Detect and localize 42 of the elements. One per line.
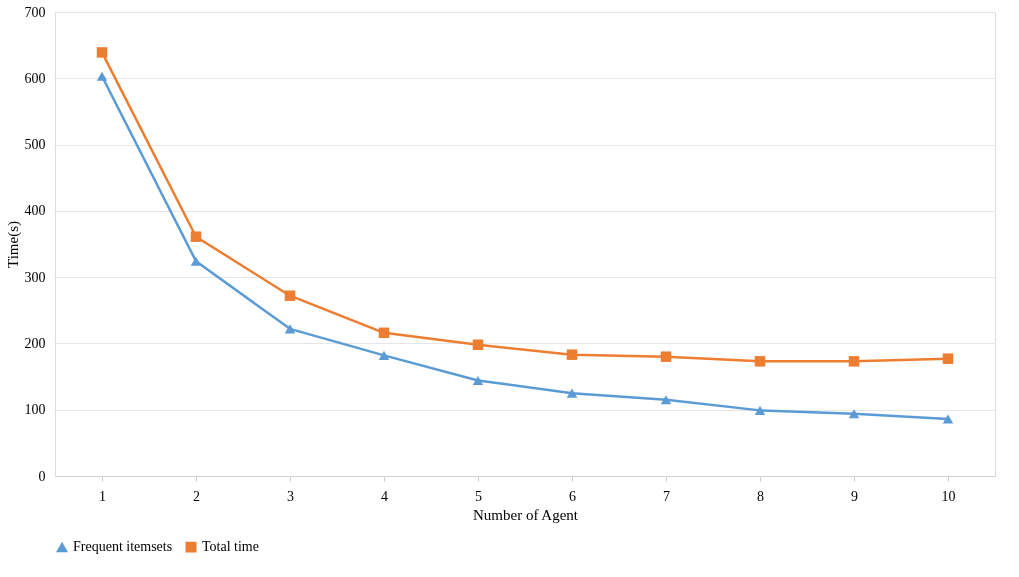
legend-label: Frequent itemsets [73, 539, 173, 555]
x-tick-label: 2 [193, 488, 200, 504]
point [96, 47, 108, 58]
x-tick-label: 5 [475, 488, 482, 504]
point [566, 349, 578, 360]
y-tick-label: 100 [24, 402, 46, 418]
x-axis-title: Number of Agent [473, 506, 579, 523]
y-axis-title: Time(s) [4, 221, 22, 268]
point [472, 376, 484, 386]
point [190, 256, 202, 266]
point [942, 353, 954, 364]
legend-label: Total time [202, 539, 259, 555]
y-tick-label: 200 [24, 335, 46, 351]
x-tick-label: 8 [757, 488, 764, 504]
x-tick-label: 1 [99, 488, 106, 504]
point [660, 351, 672, 362]
point [378, 350, 390, 360]
x-tick-label: 4 [381, 488, 388, 504]
point [848, 356, 860, 367]
point [190, 231, 202, 242]
point [754, 356, 766, 367]
x-tick-label: 9 [851, 488, 858, 504]
x-tick-label: 3 [287, 488, 294, 504]
y-tick-label: 400 [24, 203, 46, 219]
y-tick-label: 600 [24, 70, 46, 86]
point [660, 395, 672, 405]
point [96, 71, 108, 81]
x-tick-label: 7 [663, 488, 670, 504]
x-tick-label: 6 [569, 488, 576, 504]
y-tick-label: 300 [24, 269, 46, 285]
point [566, 388, 578, 398]
y-tick-label: 500 [24, 137, 46, 153]
point [284, 324, 296, 334]
point [378, 327, 390, 339]
point [848, 409, 860, 419]
x-tick-label: 10 [941, 488, 956, 504]
y-tick-label: 700 [24, 4, 46, 20]
y-tick-label: 0 [38, 468, 46, 484]
point [942, 414, 954, 424]
point [472, 339, 484, 350]
point [284, 290, 296, 301]
point [754, 405, 766, 415]
